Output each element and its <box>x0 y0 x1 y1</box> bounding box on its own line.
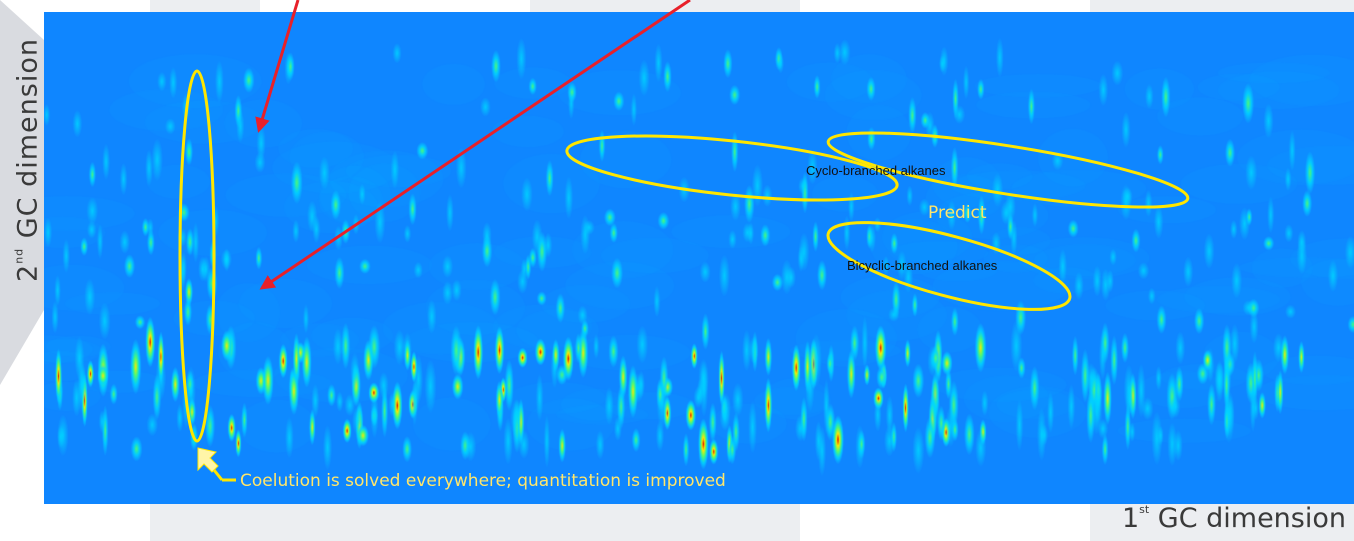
chromatogram-plot <box>44 12 1354 504</box>
x-axis-label: 1st GC dimension <box>1121 503 1346 534</box>
background-panel <box>230 500 530 541</box>
y-axis-label: 2nd GC dimension <box>12 38 44 282</box>
background-triangle <box>0 0 44 385</box>
chromatogram-heatmap <box>44 12 1354 504</box>
